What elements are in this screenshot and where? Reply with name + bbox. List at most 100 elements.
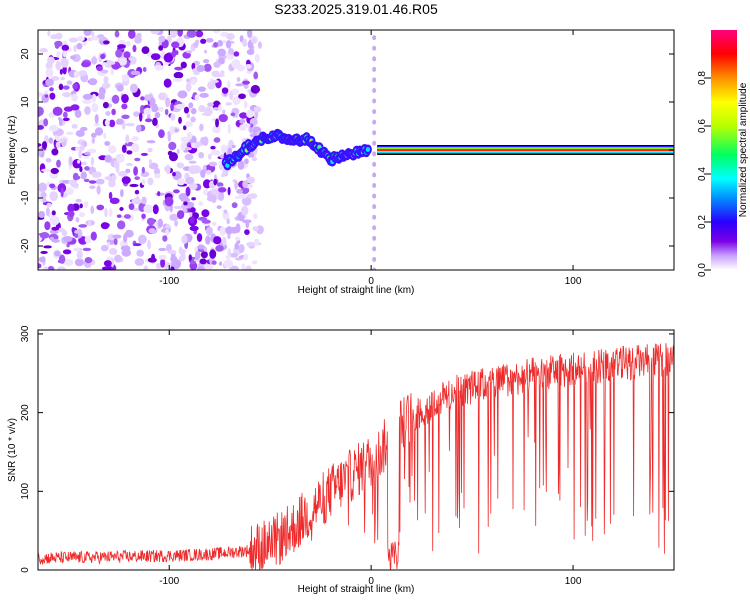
noise-spot — [240, 205, 249, 216]
noise-spot — [134, 258, 145, 266]
noise-spot — [108, 179, 116, 188]
snr-ytick-label: 100 — [20, 483, 31, 500]
noise-spot — [148, 159, 153, 165]
noise-spot — [188, 254, 192, 262]
noise-spot — [246, 176, 256, 184]
noise-spot — [194, 94, 199, 102]
noise-spot — [207, 153, 212, 160]
noise-spot — [109, 197, 120, 205]
streak-spot — [372, 98, 377, 104]
noise-spot — [188, 165, 198, 175]
noise-spot — [116, 85, 124, 92]
noise-spot — [79, 145, 85, 151]
noise-spot — [120, 245, 131, 252]
noise-spot — [108, 247, 118, 256]
noise-spot — [68, 210, 75, 218]
noise-spot — [190, 142, 196, 149]
noise-spot — [140, 96, 145, 101]
noise-spot — [63, 259, 74, 266]
noise-spot — [185, 82, 192, 92]
noise-spot — [174, 220, 179, 227]
colorbar-tick-label: 0.8 — [697, 71, 708, 85]
noise-spot — [253, 238, 260, 246]
spectrogram-xtick-label: 100 — [565, 276, 582, 287]
noise-spot — [237, 160, 245, 170]
noise-spot — [168, 141, 177, 151]
noise-spot — [235, 83, 245, 87]
noise-spot — [97, 34, 105, 39]
spectrogram-marks — [38, 30, 674, 270]
streak-spot — [372, 183, 377, 189]
noise-spot — [91, 171, 102, 179]
noise-spot — [81, 161, 87, 166]
noise-spot — [150, 53, 161, 61]
noise-spot — [211, 79, 219, 84]
noise-spot — [76, 42, 83, 50]
noise-spot — [84, 106, 91, 115]
noise-spot — [62, 92, 72, 98]
noise-spot — [219, 226, 227, 236]
noise-spot — [50, 76, 60, 81]
noise-spot — [121, 74, 130, 82]
noise-spot — [193, 70, 200, 76]
noise-spot — [139, 112, 143, 122]
snr-xlabel: Height of straight line (km) — [298, 584, 415, 595]
noise-spot — [96, 185, 101, 195]
noise-spot — [49, 191, 58, 202]
noise-spot — [197, 244, 205, 250]
noise-spot — [234, 257, 243, 261]
noise-spot — [231, 144, 236, 149]
noise-spot — [125, 40, 131, 47]
noise-spot — [238, 93, 246, 100]
noise-spot — [112, 234, 122, 239]
noise-spot — [65, 187, 74, 195]
noise-spot — [203, 189, 208, 196]
noise-spot — [157, 106, 164, 112]
noise-spot — [189, 225, 199, 232]
snr-ytick-label: 300 — [20, 325, 31, 342]
noise-spot — [100, 222, 110, 230]
noise-spot — [180, 142, 186, 151]
noise-spot — [172, 77, 183, 82]
noise-spot — [211, 260, 217, 265]
noise-spot — [38, 210, 46, 218]
noise-spot — [196, 233, 203, 242]
noise-spot — [205, 37, 214, 43]
colorbar-gradient — [711, 30, 737, 270]
noise-spot — [38, 125, 44, 130]
snr-series-line — [38, 343, 674, 570]
streak-spot — [372, 193, 377, 199]
noise-spot — [250, 84, 261, 94]
noise-spot — [213, 236, 222, 245]
noise-spot — [74, 109, 82, 119]
noise-spot — [200, 38, 207, 44]
noise-spot — [196, 64, 205, 73]
noise-spot — [108, 191, 113, 200]
noise-spot — [121, 103, 128, 110]
noise-spot — [75, 198, 82, 203]
noise-spot — [197, 86, 207, 92]
snr-panel: -100 0 100 0 100 200 300 Height of straight li… — [7, 325, 675, 595]
noise-spot — [133, 111, 141, 117]
noise-spot — [204, 49, 208, 54]
noise-spot — [229, 252, 239, 258]
noise-spot — [202, 179, 212, 189]
noise-spot — [116, 154, 125, 163]
noise-spot — [96, 66, 103, 72]
noise-spot — [76, 250, 83, 260]
colorbar-ticks: 0.0 0.2 0.4 0.6 0.8 — [697, 71, 711, 277]
noise-spot — [90, 156, 95, 166]
noise-spot — [137, 234, 147, 245]
noise-spot — [227, 80, 231, 89]
noise-spot — [144, 118, 153, 123]
noise-spot — [41, 141, 48, 150]
snr-frame — [37, 329, 675, 571]
streak-spot — [372, 35, 377, 41]
noise-spot — [46, 202, 52, 208]
noise-spot — [177, 30, 183, 37]
noise-spot — [83, 178, 90, 183]
noise-spot — [193, 60, 200, 66]
spectrogram-ytick-label: -10 — [20, 190, 31, 205]
noise-spot — [88, 180, 97, 184]
